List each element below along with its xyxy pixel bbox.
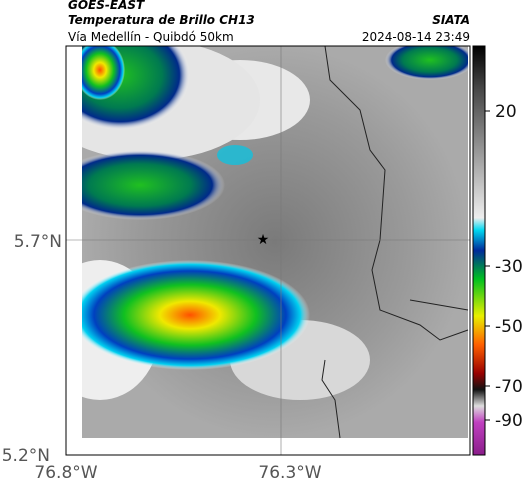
colorbar-tick-label: -50 (495, 317, 523, 337)
source: SIATA (432, 13, 470, 27)
colorbar-tick-label: -30 (495, 257, 523, 277)
colorbar-ticks: 20 -30 -50 -70 -90 (485, 102, 523, 431)
colorbar (472, 45, 486, 456)
datetime: 2024-08-14 23:49 (362, 30, 470, 44)
city-marker: ★ (257, 232, 270, 248)
y-tick-label: 5.2°N (2, 446, 50, 466)
map-frame (65, 45, 471, 456)
colorbar-tick-label: -70 (495, 377, 523, 397)
title: Temperatura de Brillo CH13 (68, 13, 255, 27)
y-tick-label: 5.7°N (14, 232, 62, 252)
colorbar-tick-label: -90 (495, 411, 523, 431)
x-tick-label: 76.8°W (34, 463, 97, 483)
x-tick-label: 76.3°W (258, 463, 321, 483)
region: Vía Medellín - Quibdó 50km (68, 30, 234, 44)
colorbar-tick-label: 20 (495, 102, 517, 122)
satellite-image (82, 46, 468, 438)
product-name: GOES-EAST (68, 0, 145, 12)
